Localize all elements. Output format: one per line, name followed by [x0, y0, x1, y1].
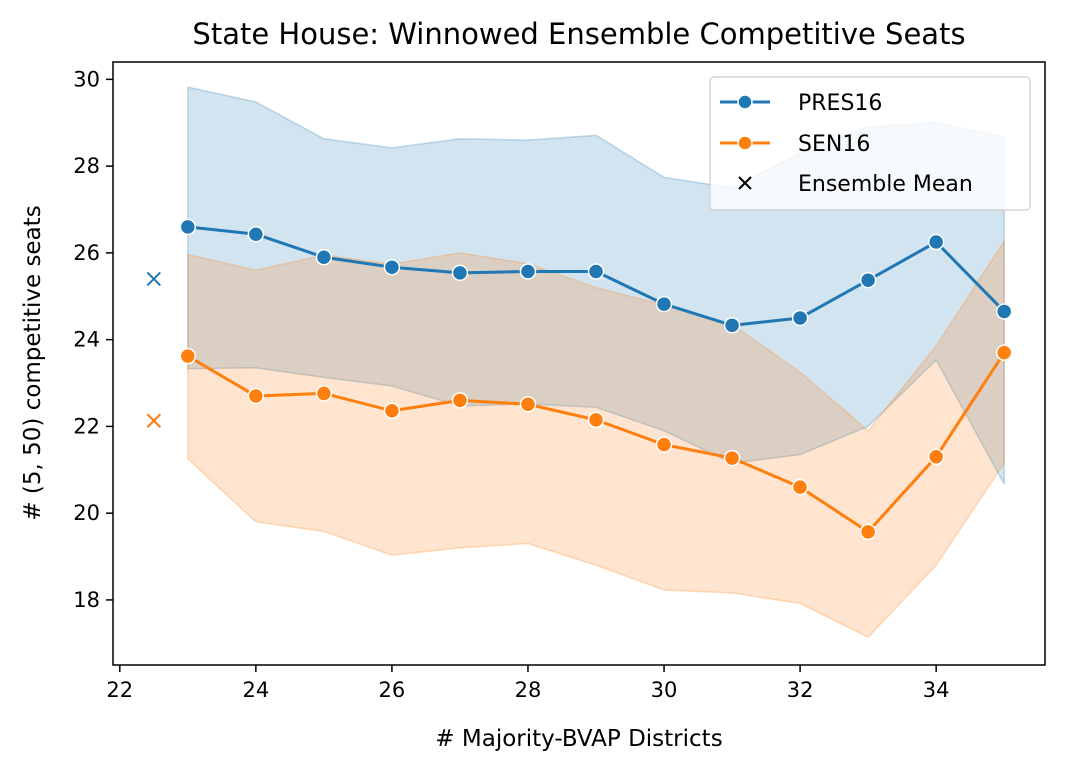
ensemble-mean-marker-pres16 [146, 271, 162, 287]
legend-marker-pres16 [737, 94, 753, 110]
point-pres16 [247, 225, 265, 243]
point-pres16 [587, 263, 605, 280]
point-sen16 [927, 448, 945, 466]
point-sen16 [791, 478, 809, 496]
point-pres16 [723, 317, 741, 334]
point-pres16 [655, 295, 673, 313]
y-axis-ticks: 18 20 22 24 26 28 30 [73, 67, 113, 612]
point-pres16 [519, 263, 537, 280]
point-sen16 [587, 411, 605, 429]
point-pres16 [179, 218, 197, 236]
x-tick-label: 28 [515, 678, 542, 702]
legend-label-sen16: SEN16 [798, 132, 870, 157]
x-tick-label: 30 [651, 678, 678, 702]
x-tick-label: 34 [923, 678, 950, 702]
point-sen16 [859, 523, 877, 541]
point-sen16 [655, 436, 673, 453]
point-pres16 [383, 258, 401, 276]
plot-frame [112, 61, 1046, 666]
point-sen16 [315, 385, 333, 402]
x-tick-label: 26 [379, 678, 406, 702]
x-axis-label: # Majority-BVAP Districts [435, 726, 722, 752]
x-tick-label: 32 [787, 678, 814, 702]
ensemble-mean-markers [146, 271, 162, 428]
y-tick-label: 24 [73, 328, 100, 352]
y-tick-label: 22 [73, 414, 100, 438]
point-pres16 [859, 271, 877, 289]
y-tick-label: 28 [73, 154, 100, 178]
point-sen16 [179, 347, 197, 365]
point-sen16 [247, 387, 265, 405]
y-tick-label: 18 [73, 588, 100, 612]
point-pres16 [315, 248, 333, 266]
y-tick-label: 20 [73, 501, 100, 525]
legend-marker-ensemble-mean [738, 176, 752, 190]
point-sen16 [383, 402, 401, 420]
legend-box [709, 76, 1031, 211]
y-axis-label: # (5, 50) competitive seats [20, 205, 46, 520]
point-pres16 [451, 264, 469, 282]
y-tick-label: 26 [73, 241, 100, 265]
point-sen16 [519, 396, 537, 413]
x-tick-label: 24 [242, 678, 269, 702]
ensemble-mean-marker-sen16 [146, 413, 162, 428]
chart-title: State House: Winnowed Ensemble Competiti… [192, 17, 965, 51]
x-tick-label: 22 [106, 678, 133, 702]
band-sen16 [187, 238, 1005, 639]
legend-label-pres16: PRES16 [798, 91, 882, 116]
y-tick-label: 30 [73, 67, 100, 91]
point-sen16 [995, 344, 1013, 361]
legend-label-ensemble-mean: Ensemble Mean [798, 172, 973, 197]
legend: PRES16 SEN16 Ensemble Mean [709, 76, 1031, 211]
point-pres16 [791, 309, 809, 327]
point-pres16 [995, 303, 1013, 320]
legend-marker-sen16 [737, 135, 753, 151]
point-sen16 [723, 449, 741, 467]
point-pres16 [927, 233, 945, 251]
x-axis-ticks: 22 24 26 28 30 32 34 [106, 665, 950, 702]
point-sen16 [451, 392, 469, 409]
series-points [179, 218, 1013, 541]
